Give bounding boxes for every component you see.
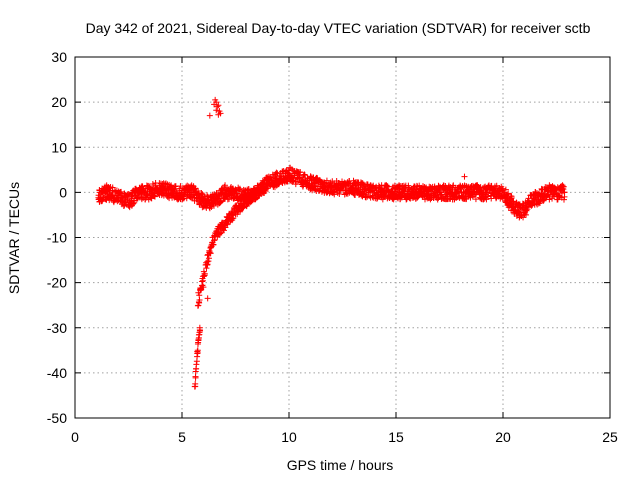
data-point [211,236,218,243]
data-point [200,284,207,291]
data-point [204,295,211,302]
data-point [478,196,485,203]
data-point [224,196,231,203]
data-point [230,215,237,222]
data-point [192,374,199,381]
data-point [204,261,211,268]
data-point [240,204,247,211]
data-point [502,186,509,193]
data-point [237,185,244,192]
data-point [215,111,222,118]
data-point [206,112,213,119]
axis-ticks: 0 5 10 15 20 25 -50 -40 -30 -20 -10 0 10 20 30 [47,49,618,445]
data-point [301,171,308,178]
data-point [201,271,208,278]
data-point [336,191,343,198]
data-point [561,189,568,196]
data-point [151,193,158,200]
data-point [366,193,373,200]
y-tick-label: -40 [47,365,67,381]
data-point [203,265,210,272]
data-point [296,174,303,181]
data-point [264,177,271,184]
grid [75,57,610,418]
data-point [195,187,202,194]
chart-title: Day 342 of 2021, Sidereal Day-to-day VTE… [86,20,591,36]
data-point [211,237,218,244]
data-point [458,184,465,191]
data-point [262,186,269,193]
data-point [207,250,214,257]
data-point [514,208,521,215]
data-point [309,187,316,194]
y-tick-label: -50 [47,410,67,426]
data-point [223,221,230,228]
y-axis-label: SDTVAR / TECUs [6,182,22,294]
data-point [296,169,303,176]
data-point [213,99,220,106]
y-tick-label: -10 [47,230,67,246]
data-point [210,241,217,248]
data-point [256,192,263,199]
data-point [194,347,201,354]
y-tick-label: -20 [47,275,67,291]
data-point [196,299,203,306]
data-point [192,185,199,192]
data-point [214,103,221,110]
data-point [206,247,213,254]
x-tick-label: 25 [602,429,618,445]
data-point [461,173,468,180]
y-tick-label: -30 [47,320,67,336]
data-point [205,255,212,262]
y-tick-label: 30 [51,49,67,65]
data-point [323,177,330,184]
data-point [197,327,204,334]
data-point [505,190,512,197]
x-tick-label: 5 [178,429,186,445]
data-point [192,380,199,387]
data-point [213,107,220,114]
data-point [222,182,229,189]
y-tick-label: 10 [51,139,67,155]
x-axis-label: GPS time / hours [287,457,394,473]
data-point [215,102,222,109]
data-point [510,198,517,205]
data-point [162,180,169,187]
data-point [560,183,567,190]
data-point [549,195,556,202]
data-point [264,182,271,189]
data-points [95,96,568,390]
data-point [472,196,479,203]
x-tick-label: 10 [281,429,297,445]
data-point [130,200,137,207]
x-tick-label: 0 [71,429,79,445]
x-tick-label: 15 [388,429,404,445]
data-point [536,200,543,207]
data-point [379,196,386,203]
y-tick-label: 20 [51,94,67,110]
y-tick-label: 0 [59,184,67,200]
data-point [131,199,138,206]
x-tick-label: 20 [495,429,511,445]
data-point [384,183,391,190]
data-point [237,208,244,215]
data-point [205,258,212,265]
data-point [342,184,349,191]
data-point [508,195,515,202]
